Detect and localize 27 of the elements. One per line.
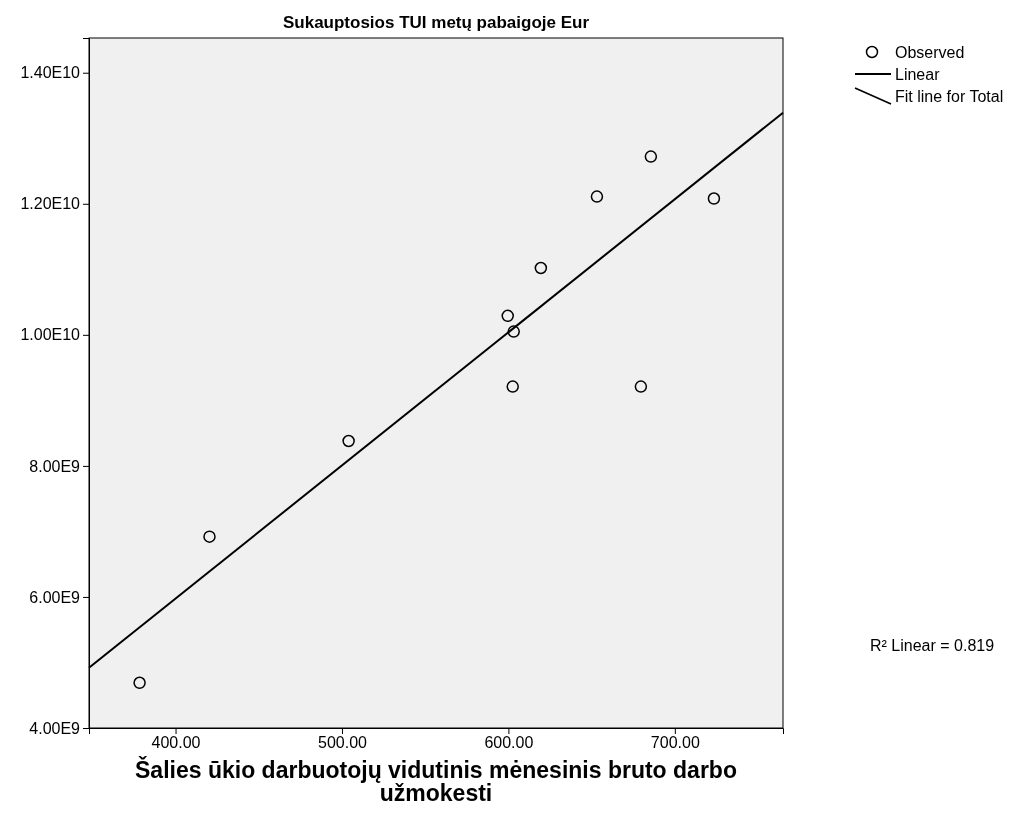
y-tick-label: 6.00E9 xyxy=(29,588,81,606)
point xyxy=(506,380,519,393)
text: Fit line for Total xyxy=(895,88,1004,105)
point xyxy=(507,325,520,338)
point xyxy=(534,261,548,275)
point xyxy=(707,192,721,205)
text: R² Linear = 0.819 xyxy=(870,637,995,654)
x-tick-label: 400.00 xyxy=(151,734,201,752)
x-axis-title: Šalies ūkio darbuotojų vidutinis mėnesinis bruto darbo užmokesti xyxy=(135,756,737,806)
y-tick-label: 1.40E10 xyxy=(20,64,81,82)
point xyxy=(501,309,514,323)
point xyxy=(644,150,658,163)
point xyxy=(133,676,146,690)
x-tick-label: 700.00 xyxy=(650,734,700,752)
chart-title: Sukauptosios TUI metų pabaigoje Eur xyxy=(282,13,590,32)
legend-label: Observed xyxy=(895,44,965,61)
point xyxy=(203,530,216,543)
x-tick-label: 500.00 xyxy=(318,734,368,752)
point xyxy=(590,190,604,203)
legend-label: Linear xyxy=(895,66,941,83)
point xyxy=(342,434,355,448)
y-tick-label: 1.20E10 xyxy=(20,195,81,213)
x-tick-label: 600.00 xyxy=(484,734,534,752)
point xyxy=(634,380,648,393)
y-tick-label: 4.00E9 xyxy=(29,719,81,737)
y-tick-label: 8.00E9 xyxy=(29,457,81,475)
y-tick-label: 1.00E10 xyxy=(20,326,81,344)
